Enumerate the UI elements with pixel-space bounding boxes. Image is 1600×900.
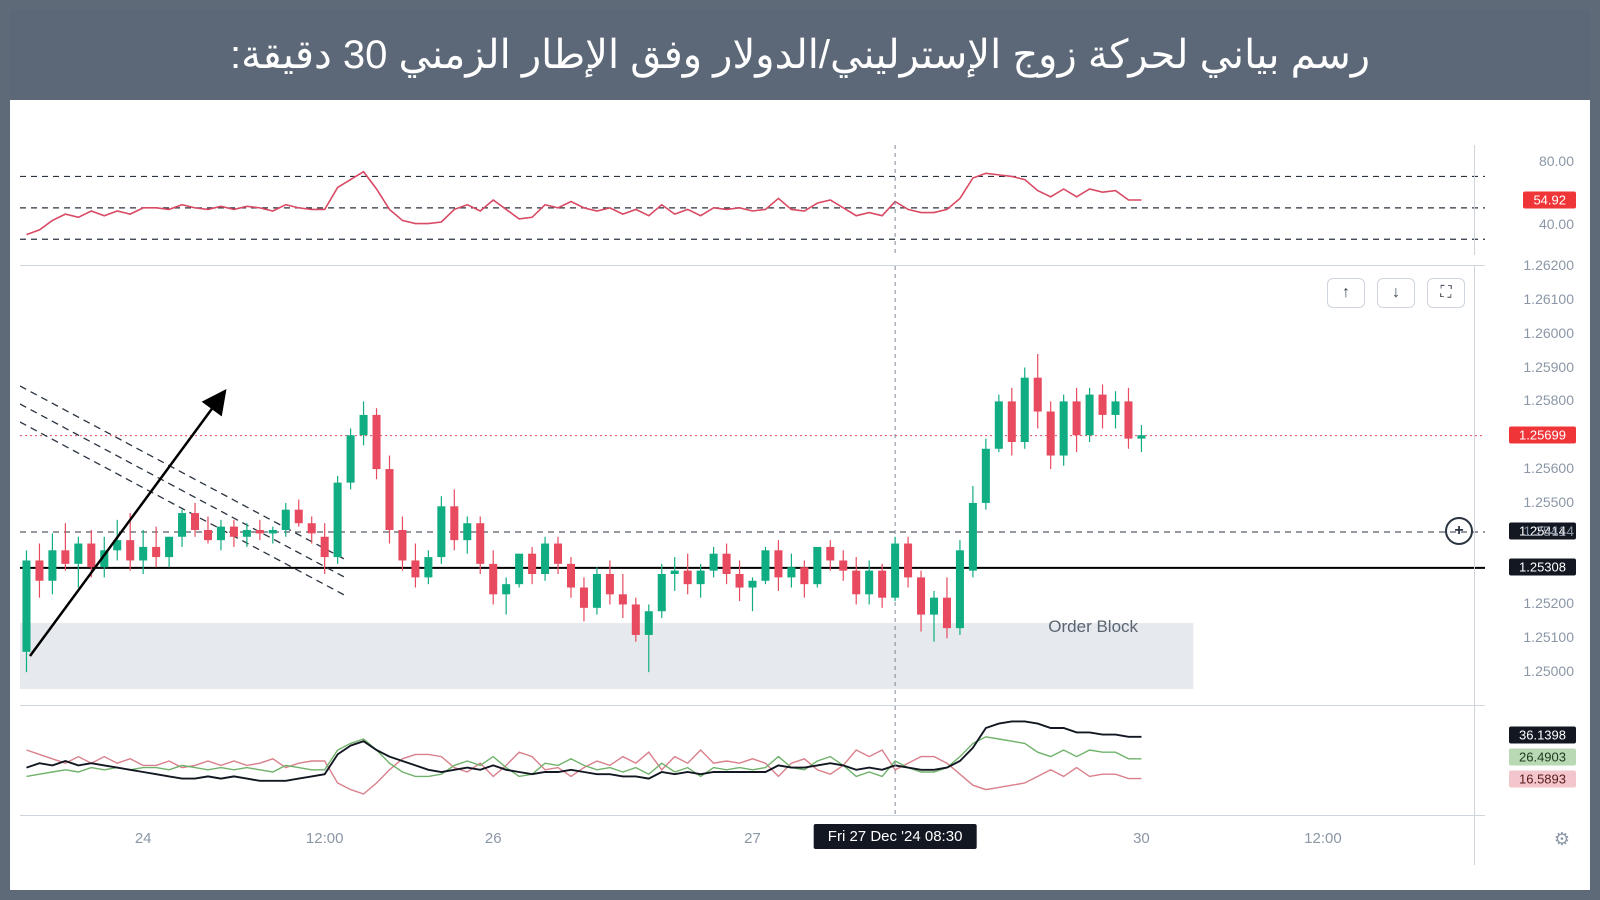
price-pane[interactable]: Order Block ↑ ↓ ⛶ [20, 265, 1485, 706]
time-tick: 27 [744, 830, 761, 847]
price-ytick: 1.26000 [1523, 325, 1574, 341]
price-ytick: 1.25500 [1523, 494, 1574, 510]
price-current-tag: 1.25699 [1509, 426, 1576, 443]
rsi-y-axis: 54.92 40.00 80.00 [1474, 145, 1580, 255]
fullscreen-button[interactable]: ⛶ [1427, 278, 1465, 308]
price-ytick: 1.25200 [1523, 595, 1574, 611]
settings-icon[interactable]: ⚙ [1554, 829, 1570, 850]
chart-area: 54.92 40.00 80.00 Order Block ↑ ↓ ⛶ 1.256… [10, 100, 1590, 890]
adx-green-tag: 26.4903 [1509, 748, 1576, 765]
adx-pink-tag: 16.5893 [1509, 770, 1576, 787]
price-hline-tag: 1.25308 [1509, 558, 1576, 575]
rsi-current-tag: 54.92 [1523, 192, 1576, 209]
time-tick: 12:00 [306, 830, 344, 847]
time-tooltip: Fri 27 Dec '24 08:30 [814, 824, 977, 849]
add-alert-icon[interactable]: + [1445, 517, 1473, 545]
scale-up-button[interactable]: ↑ [1327, 278, 1365, 308]
chart-frame: رسم بياني لحركة زوج الإسترليني/الدولار و… [10, 10, 1590, 890]
time-tick: 30 [1133, 830, 1150, 847]
time-axis-right: ⚙ [1474, 815, 1580, 865]
time-tick: 12:00 [1304, 830, 1342, 847]
rsi-pane [20, 145, 1485, 255]
price-ytick: 1.26100 [1523, 291, 1574, 307]
time-tick: 26 [485, 830, 502, 847]
price-ytick: 1.26200 [1523, 257, 1574, 273]
price-ytick: 1.25600 [1523, 460, 1574, 476]
scale-down-button[interactable]: ↓ [1377, 278, 1415, 308]
price-ytick: 1.25414 [1523, 523, 1574, 539]
rsi-ytick: 80.00 [1539, 153, 1574, 169]
price-ytick: 1.25800 [1523, 392, 1574, 408]
chart-title: رسم بياني لحركة زوج الإسترليني/الدولار و… [10, 10, 1590, 100]
order-block-label: Order Block [1048, 617, 1138, 637]
rsi-ytick: 40.00 [1539, 216, 1574, 232]
price-ytick: 1.25900 [1523, 359, 1574, 375]
price-ytick: 1.25000 [1523, 663, 1574, 679]
price-ytick: 1.25100 [1523, 629, 1574, 645]
time-axis[interactable]: Fri 27 Dec '24 08:30 24 12:00 26 27 30 12:00 [20, 815, 1485, 866]
adx-y-axis: 36.1398 26.4903 16.5893 [1474, 705, 1580, 815]
time-tick: 24 [135, 830, 152, 847]
price-y-axis[interactable]: 1.25699 1.25414 1.25308 + 1.250001.25100… [1474, 265, 1580, 705]
adx-pane [20, 705, 1485, 816]
adx-black-tag: 36.1398 [1509, 727, 1576, 744]
